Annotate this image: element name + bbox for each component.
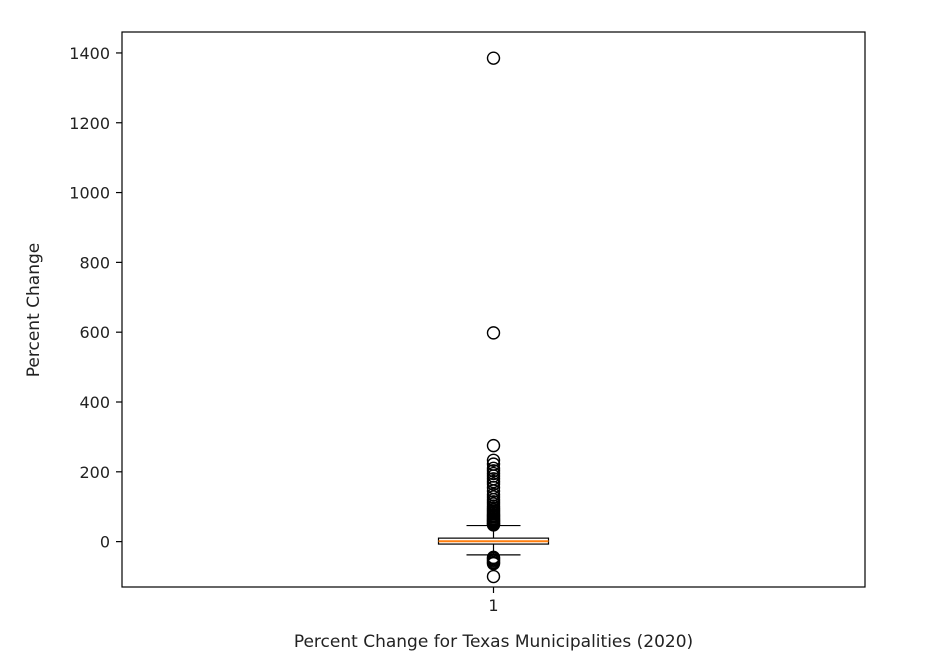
outlier-point	[486, 326, 501, 340]
outlier-point	[486, 461, 501, 476]
y-tick-label: 600	[79, 323, 110, 342]
y-tick-label: 200	[79, 463, 110, 482]
outlier-point	[486, 487, 501, 502]
outlier-point	[486, 569, 501, 584]
plot-frame	[121, 31, 866, 588]
y-axis-label: Percent Change	[24, 243, 44, 377]
outlier-point	[486, 453, 501, 467]
y-tick-label: 1000	[69, 184, 110, 203]
box-group	[437, 51, 550, 584]
y-axis: 0 200 400 600 800 1000 1200 1400	[69, 44, 122, 552]
y-tick-label: 400	[79, 393, 110, 412]
outlier-point	[486, 51, 501, 65]
y-tick-label: 800	[79, 253, 110, 272]
outlier-point	[486, 457, 501, 471]
x-axis-label: Percent Change for Texas Municipalities …	[294, 632, 693, 652]
y-tick-label: 1400	[69, 44, 110, 63]
outlier-point	[486, 556, 501, 571]
x-tick-label: 1	[488, 596, 498, 615]
x-axis: 1	[488, 587, 499, 615]
outlier-point	[486, 438, 501, 453]
y-tick-label: 0	[100, 533, 110, 552]
box-series	[437, 51, 550, 584]
y-tick-label: 1200	[69, 114, 110, 133]
